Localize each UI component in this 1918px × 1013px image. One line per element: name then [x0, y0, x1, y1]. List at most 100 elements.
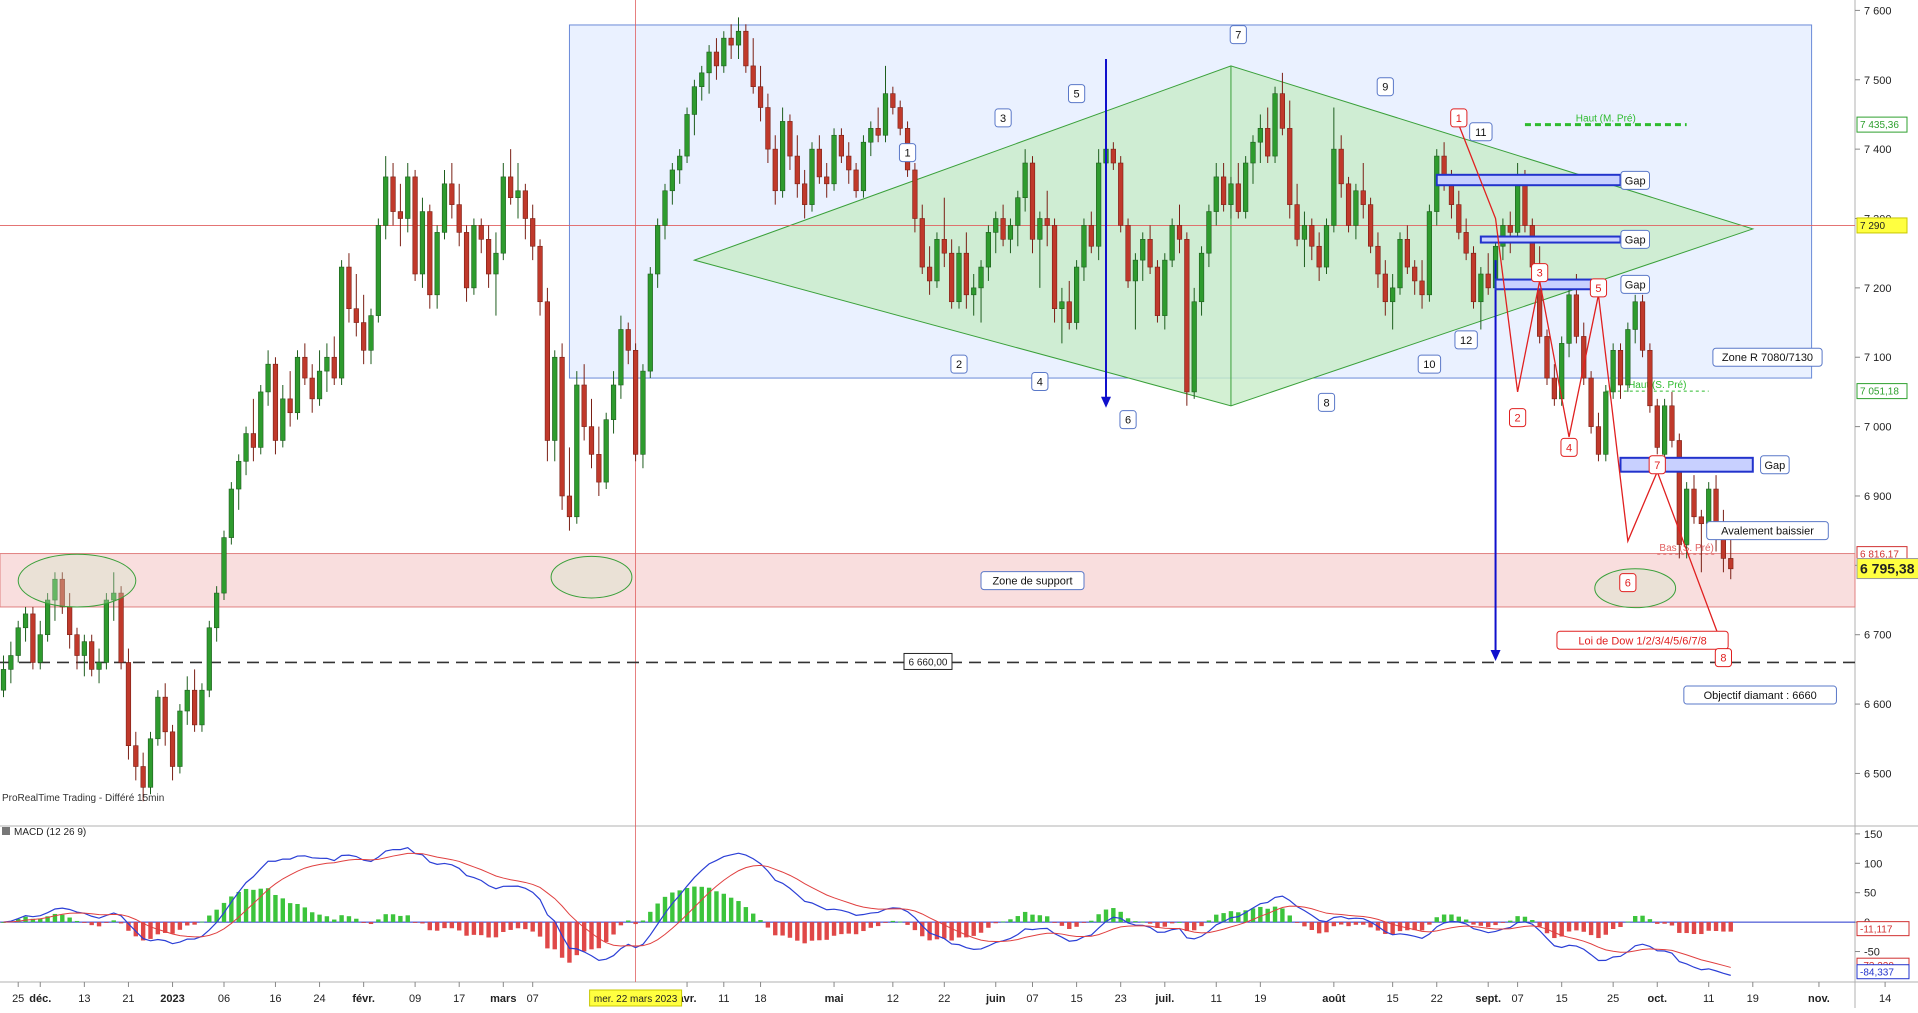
- candle-up: [809, 148, 815, 205]
- candle-down: [74, 634, 80, 656]
- candle-down: [1088, 225, 1094, 247]
- candle-down: [1375, 245, 1381, 275]
- macd-hist-up: [714, 891, 719, 923]
- candle-up: [1250, 141, 1256, 164]
- macd-hist-up: [1508, 920, 1513, 923]
- annotation-label: Avalement baissier: [1706, 521, 1829, 541]
- macd-hist-up: [265, 888, 271, 923]
- candle-up: [1206, 211, 1212, 254]
- macd-hist-down: [765, 922, 771, 928]
- macd-hist-down: [964, 922, 969, 938]
- x-tick-label: mai: [825, 993, 844, 1005]
- macd-hist-up: [1214, 914, 1219, 923]
- macd-hist-down: [493, 922, 499, 938]
- candle-up: [515, 190, 521, 198]
- candle-down: [1044, 218, 1050, 226]
- candle-down: [632, 350, 639, 455]
- candle-down: [397, 211, 404, 219]
- candle-up: [699, 72, 705, 88]
- candle-down: [456, 204, 462, 233]
- annotation-text: 11: [1475, 127, 1486, 139]
- annotation-text: Zone R 7080/7130: [1722, 352, 1813, 364]
- macd-hist-down: [1500, 922, 1506, 923]
- candle-down: [250, 433, 257, 448]
- macd-hist-up: [1434, 917, 1439, 923]
- macd-hist-up: [890, 920, 896, 923]
- macd-line: [3, 847, 1731, 976]
- candle-up: [1132, 259, 1138, 282]
- candle-up: [236, 460, 242, 490]
- macd-hist-down: [1419, 922, 1425, 931]
- candle-down: [1691, 488, 1697, 518]
- candle-down: [530, 218, 536, 247]
- macd-hist-down: [971, 922, 976, 936]
- candle-down: [1470, 252, 1477, 303]
- candle-up: [338, 266, 345, 379]
- macd-hist-up: [736, 901, 741, 923]
- candle-up: [1257, 128, 1263, 143]
- macd-hist-up: [1221, 913, 1226, 923]
- macd-hist-up: [692, 886, 697, 923]
- annotation-text: 5: [1595, 283, 1601, 295]
- objective-value-label: 6 660,00: [903, 652, 953, 670]
- macd-hist-down: [1309, 922, 1314, 930]
- candle-up: [1610, 350, 1616, 393]
- annotation-text: Objectif diamant : 6660: [1704, 690, 1817, 702]
- annotation-text: Avalement baissier: [1721, 526, 1814, 538]
- macd-hist-up: [258, 888, 263, 923]
- macd-hist-down: [567, 922, 572, 963]
- candle-down: [1720, 537, 1726, 559]
- candle-up: [735, 30, 742, 46]
- candle-down: [912, 169, 918, 219]
- macd-hist-down: [1155, 922, 1160, 928]
- candle-down: [478, 225, 484, 240]
- price-label: 7 051,18: [1856, 383, 1908, 400]
- macd-hist-up: [758, 920, 763, 923]
- candle-up: [0, 669, 7, 691]
- candle-up: [1426, 211, 1432, 296]
- macd-hist-up: [45, 916, 50, 923]
- macd-hist-down: [883, 922, 888, 923]
- macd-hist-down: [89, 922, 94, 926]
- dow-label: Loi de Dow 1/2/3/4/5/6/7/8: [1556, 630, 1729, 650]
- candle-up: [1198, 252, 1205, 303]
- x-tick-label: 09: [409, 993, 421, 1005]
- annotation-text: Gap: [1764, 460, 1785, 472]
- macd-hist-down: [1699, 922, 1704, 935]
- macd-hist-down: [1713, 922, 1719, 931]
- candle-up: [199, 689, 205, 726]
- macd-hist-down: [589, 922, 594, 950]
- macd-hist-up: [743, 907, 749, 923]
- candle-down: [1595, 426, 1602, 455]
- candle-down: [1676, 440, 1682, 545]
- macd-hist-up: [287, 903, 293, 923]
- candle-down: [794, 155, 800, 185]
- macd-hist-up: [332, 919, 337, 923]
- macd-hist-down: [1052, 922, 1057, 923]
- candle-up: [368, 315, 374, 351]
- candle-up: [603, 419, 609, 483]
- macd-hist-down: [817, 922, 822, 941]
- candle-up: [405, 176, 411, 219]
- candle-down: [926, 266, 933, 282]
- candle-down: [559, 356, 565, 497]
- annotation-text: 1: [1456, 113, 1462, 125]
- macd-hist-down: [1471, 922, 1476, 925]
- macd-hist-down: [368, 922, 374, 925]
- macd-hist-down: [1552, 922, 1557, 939]
- candle-down: [309, 377, 315, 400]
- macd-hist-up: [1022, 911, 1028, 923]
- macd-hist-up: [243, 888, 249, 923]
- candle-up: [81, 641, 87, 656]
- y-tick-label: 7 100: [1864, 352, 1892, 364]
- macd-hist-up: [1287, 915, 1292, 923]
- candle-down: [390, 176, 396, 212]
- candle-up: [155, 696, 161, 740]
- annotation-text: 8: [1720, 653, 1726, 665]
- target-arrow-head: [1101, 396, 1111, 408]
- macd-hist-down: [1162, 922, 1167, 927]
- macd-hist-up: [684, 887, 690, 923]
- candle-up: [779, 121, 786, 192]
- macd-hist-down: [839, 922, 844, 935]
